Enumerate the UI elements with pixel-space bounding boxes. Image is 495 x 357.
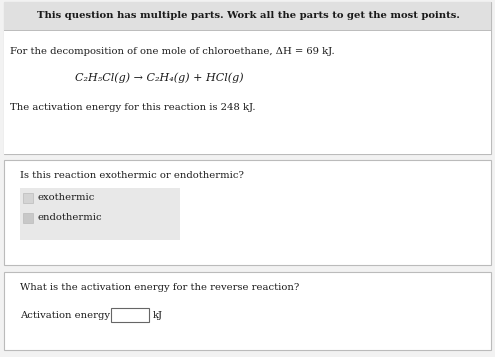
Bar: [111, 308, 149, 322]
Bar: [4, 30, 491, 154]
Bar: [23, 193, 33, 203]
Text: endothermic: endothermic: [37, 213, 101, 222]
Bar: [4, 160, 491, 265]
Bar: [20, 188, 180, 240]
Bar: [4, 2, 491, 30]
Text: Activation energy =: Activation energy =: [20, 312, 121, 321]
Bar: [23, 213, 33, 223]
Text: For the decomposition of one mole of chloroethane, ΔH = 69 kJ.: For the decomposition of one mole of chl…: [10, 47, 335, 56]
Text: exothermic: exothermic: [37, 193, 95, 202]
Text: This question has multiple parts. Work all the parts to get the most points.: This question has multiple parts. Work a…: [37, 11, 459, 20]
Text: What is the activation energy for the reverse reaction?: What is the activation energy for the re…: [20, 283, 299, 292]
Text: Is this reaction exothermic or endothermic?: Is this reaction exothermic or endotherm…: [20, 171, 244, 181]
Bar: [4, 272, 491, 350]
Text: C₂H₅Cl(g) → C₂H₄(g) + HCl(g): C₂H₅Cl(g) → C₂H₄(g) + HCl(g): [75, 73, 244, 83]
Bar: [4, 2, 491, 154]
Text: kJ: kJ: [153, 312, 163, 321]
Text: The activation energy for this reaction is 248 kJ.: The activation energy for this reaction …: [10, 104, 255, 112]
